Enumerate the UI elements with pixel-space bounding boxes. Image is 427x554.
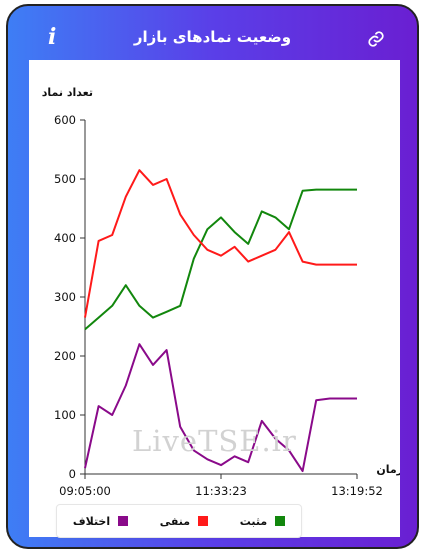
x-tick-label: 09:05:00	[59, 484, 111, 498]
legend-item-positive[interactable]: مثبت	[239, 514, 286, 528]
y-axis-label: تعداد نماد	[42, 86, 93, 99]
legend-swatch-negative	[198, 516, 209, 526]
market-status-chart: 0 100 200 300 400 500 600 09:05:00 11:33:23 13:19…	[42, 86, 400, 498]
legend-item-difference[interactable]: اختلاف	[72, 514, 129, 528]
series-line-negative	[84, 169, 357, 318]
y-tick-label: 200	[54, 349, 76, 363]
y-tick-label: 500	[54, 172, 76, 186]
widget-frame: i وضعیت نمادهای بازار 0 100 200 300 400 500 60…	[6, 4, 419, 549]
legend-item-negative[interactable]: منفی	[159, 514, 209, 528]
info-icon[interactable]: i	[48, 24, 57, 50]
legend-swatch-difference	[118, 516, 129, 526]
y-tick-label: 100	[54, 408, 76, 422]
series-line-difference	[84, 343, 357, 473]
y-tick-label: 0	[69, 467, 76, 481]
legend-label-difference: اختلاف	[72, 514, 111, 528]
link-icon[interactable]	[367, 30, 385, 48]
y-tick-label: 300	[54, 290, 76, 304]
watermark: LiveTSE.ir	[132, 424, 297, 458]
legend-swatch-positive	[275, 516, 286, 526]
widget-title: وضعیت نمادهای بازار	[133, 28, 292, 46]
chart-panel: 0 100 200 300 400 500 600 09:05:00 11:33:23 13:19…	[29, 60, 400, 538]
legend-label-positive: مثبت	[239, 514, 268, 528]
y-tick-label: 400	[54, 231, 76, 245]
x-tick-label: 13:19:52	[331, 484, 383, 498]
chart-legend: مثبت منفی اختلاف	[56, 504, 302, 538]
y-tick-label: 600	[54, 113, 76, 127]
legend-label-negative: منفی	[159, 514, 191, 528]
series-line-positive	[84, 188, 357, 331]
x-axis-label: زمان	[376, 463, 400, 476]
x-tick-label: 11:33:23	[195, 484, 247, 498]
